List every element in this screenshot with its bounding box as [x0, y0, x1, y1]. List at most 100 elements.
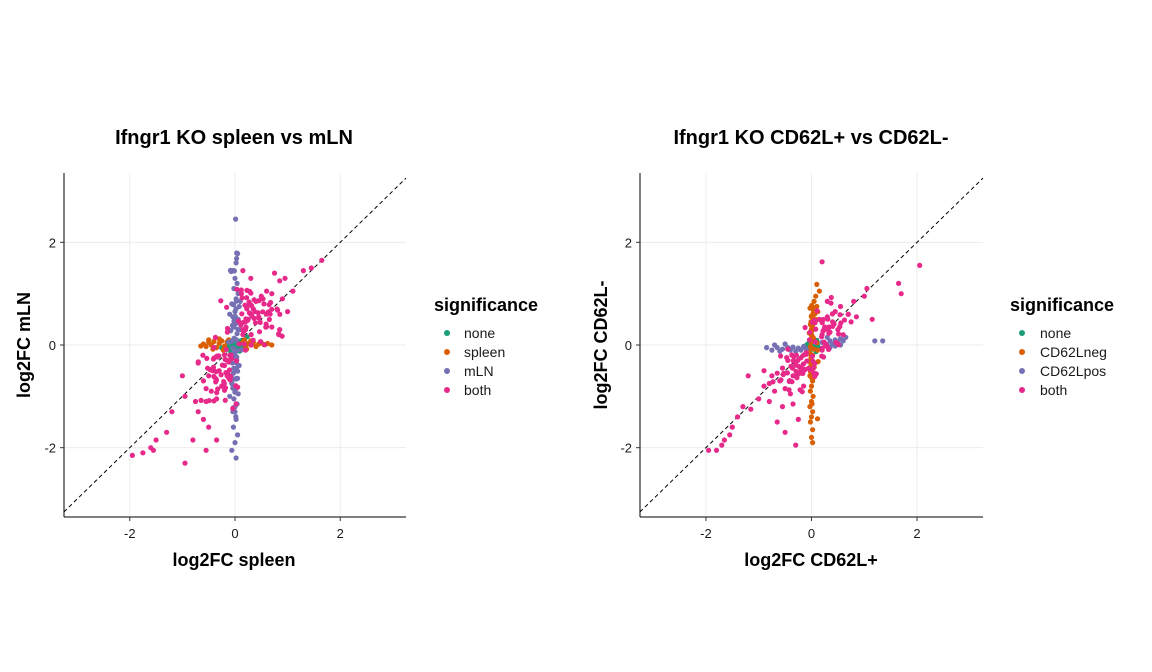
data-point: [780, 371, 787, 378]
legend-title: significance: [1010, 295, 1114, 315]
legend-key-none: [444, 330, 450, 336]
data-point: [917, 262, 923, 268]
data-point: [812, 360, 818, 367]
data-point: [211, 344, 217, 351]
data-point: [819, 334, 825, 340]
data-point: [808, 414, 815, 420]
data-point: [706, 447, 712, 453]
data-point: [208, 388, 214, 394]
data-point: [770, 379, 776, 385]
data-point: [219, 362, 225, 368]
data-point: [269, 342, 275, 348]
data-point: [164, 429, 170, 435]
data-point: [772, 342, 778, 348]
data-point: [169, 409, 175, 415]
data-point: [233, 216, 239, 222]
data-point: [275, 307, 281, 313]
data-point: [898, 291, 904, 297]
data-point: [239, 311, 245, 317]
legend-entry-none: none: [1019, 325, 1071, 341]
data-point: [227, 311, 233, 317]
data-point: [221, 352, 227, 358]
data-point: [864, 285, 870, 292]
x-tick-label: -2: [700, 526, 712, 541]
chart-panel-2: Ifngr1 KO CD62L+ vs CD62L- -2 0 2 -2 0 2 log2…: [591, 127, 1114, 570]
data-point: [869, 316, 875, 322]
data-point: [236, 341, 242, 347]
legend-label: CD62Lpos: [1040, 363, 1106, 379]
data-point: [256, 298, 262, 304]
y-tick-label: 0: [625, 338, 632, 353]
x-tick-label: 0: [808, 526, 815, 541]
data-point: [232, 389, 238, 395]
legend-key-both: [444, 387, 450, 393]
x-axis-title: log2FC CD62L+: [744, 550, 878, 570]
data-point: [766, 398, 772, 405]
data-point: [713, 447, 720, 453]
data-point: [190, 437, 196, 443]
data-point: [232, 275, 238, 281]
plot-area: -2 0 2 -2 0 2: [620, 173, 984, 541]
data-point: [206, 424, 212, 430]
legend-label: both: [1040, 382, 1067, 398]
data-point: [232, 313, 238, 320]
data-point: [223, 346, 229, 352]
data-point: [225, 339, 232, 345]
data-point: [308, 265, 314, 271]
data-point: [206, 337, 212, 343]
data-point: [819, 345, 826, 351]
legend-key-spleen: [444, 349, 450, 355]
data-point: [231, 302, 237, 308]
data-point: [239, 295, 245, 301]
data-point: [240, 327, 246, 333]
data-point: [248, 332, 254, 338]
data-point: [262, 342, 268, 348]
data-point: [179, 373, 185, 379]
data-point: [233, 414, 239, 420]
data-point: [233, 260, 239, 266]
chart-title: Ifngr1 KO CD62L+ vs CD62L-: [673, 127, 948, 149]
data-point: [774, 419, 780, 425]
y-tick-label: -2: [44, 441, 56, 456]
data-point: [266, 316, 272, 323]
data-point: [255, 310, 261, 316]
legend-key-both: [1019, 387, 1025, 393]
data-point: [778, 377, 784, 383]
data-point: [838, 320, 844, 326]
data-point: [845, 311, 851, 317]
data-point: [782, 386, 788, 392]
data-point: [224, 304, 230, 310]
data-point: [841, 317, 848, 323]
data-point: [782, 341, 788, 347]
data-point: [840, 338, 846, 344]
data-point: [234, 280, 240, 286]
y-tick-label: 2: [625, 235, 632, 250]
data-point: [782, 429, 788, 435]
data-point: [224, 329, 230, 335]
x-tick-label: 2: [913, 526, 920, 541]
data-point: [837, 303, 844, 310]
data-point: [213, 379, 219, 385]
data-point: [814, 308, 820, 314]
y-tick-label: 2: [49, 235, 56, 250]
data-point: [241, 341, 247, 347]
data-point: [231, 268, 237, 274]
data-point: [260, 309, 266, 315]
data-point: [790, 401, 796, 407]
legend-title: significance: [434, 295, 538, 315]
legend-label: none: [1040, 325, 1071, 341]
data-point: [182, 460, 188, 466]
data-point: [764, 345, 770, 351]
data-point: [230, 323, 236, 329]
data-point: [192, 398, 199, 405]
data-point: [241, 337, 248, 343]
data-point: [811, 317, 817, 323]
data-point: [266, 302, 272, 308]
data-point: [209, 368, 215, 374]
data-point: [774, 370, 780, 376]
data-point: [206, 398, 212, 404]
data-point: [234, 286, 240, 292]
x-axis-title: log2FC spleen: [172, 550, 295, 570]
data-point: [803, 346, 809, 352]
